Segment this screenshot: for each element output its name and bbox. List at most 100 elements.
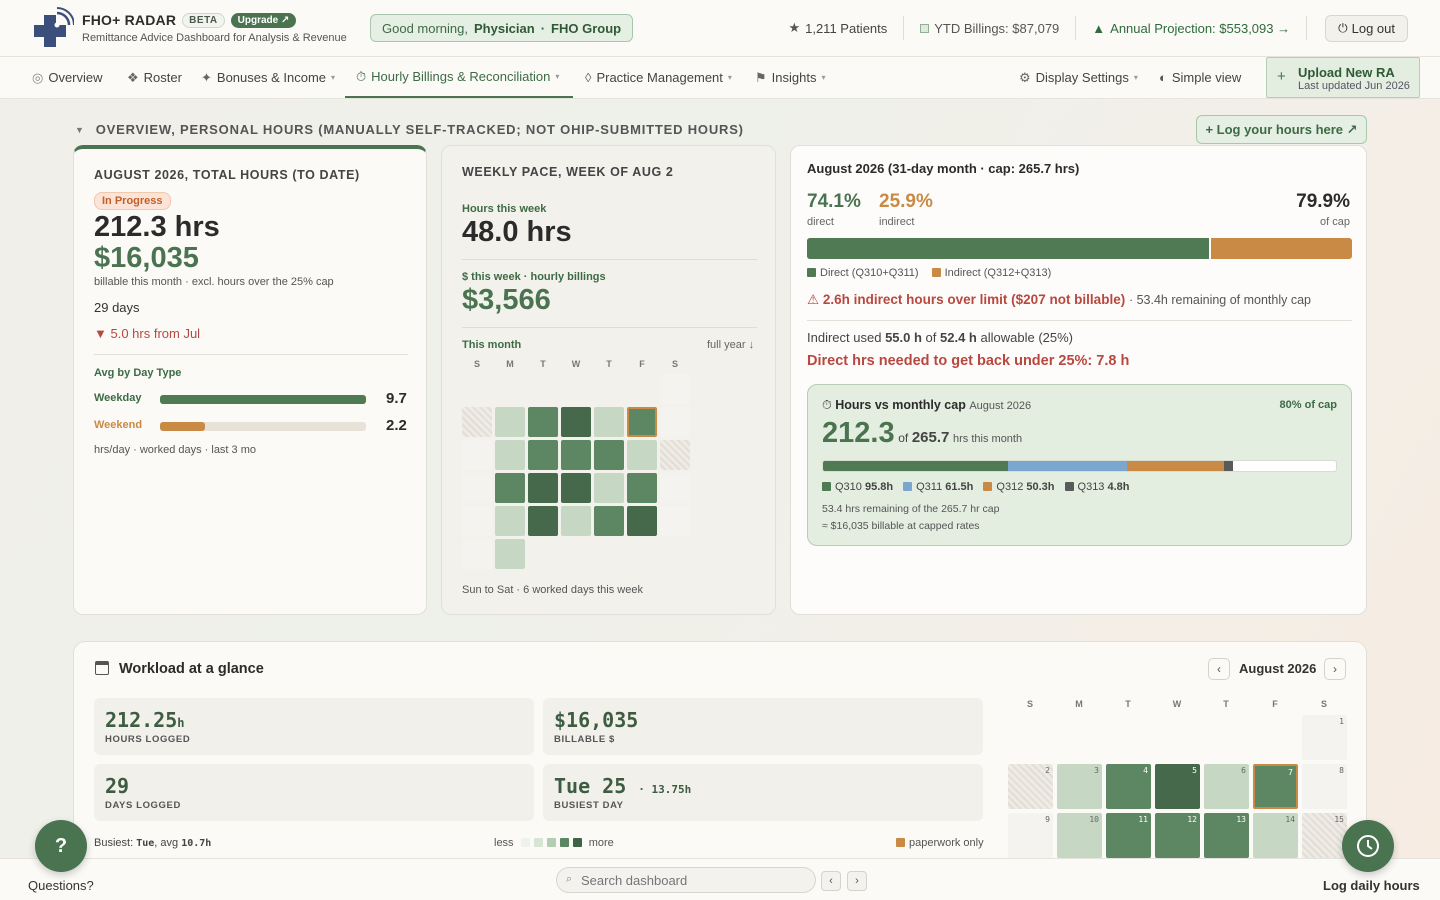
simple-view-toggle[interactable]: ◐ Simple view bbox=[1159, 57, 1241, 98]
heatmap-cell[interactable] bbox=[561, 473, 591, 503]
upload-subtitle: Last updated Jun 2026 bbox=[1298, 80, 1410, 92]
heatmap-cell[interactable] bbox=[627, 440, 657, 470]
greeting-sep: · bbox=[540, 20, 546, 36]
calendar-day-cell[interactable]: 7 bbox=[1253, 764, 1298, 809]
avg-title: Avg by Day Type bbox=[94, 367, 182, 379]
log-daily-label[interactable]: Log daily hours bbox=[1323, 878, 1420, 893]
calendar-day-cell[interactable]: 10 bbox=[1057, 813, 1102, 858]
heatmap-cell[interactable] bbox=[594, 440, 624, 470]
hours-week-label: Hours this week bbox=[462, 203, 547, 215]
calendar-day-cell[interactable]: 4 bbox=[1106, 764, 1151, 809]
heatmap-cell[interactable] bbox=[495, 506, 525, 536]
calendar-day-cell[interactable]: 15 bbox=[1302, 813, 1347, 858]
clock-icon: ⏱ bbox=[822, 398, 832, 412]
calendar-day-cell[interactable]: 13 bbox=[1204, 813, 1249, 858]
search-input[interactable] bbox=[581, 871, 806, 889]
calendar-day-cell[interactable]: 3 bbox=[1057, 764, 1102, 809]
heatmap-cell[interactable] bbox=[660, 473, 690, 503]
heatmap-cell[interactable] bbox=[561, 407, 591, 437]
logout-button[interactable]: ⏻ Log out bbox=[1325, 14, 1408, 42]
next-month-button[interactable]: › bbox=[1324, 658, 1346, 680]
calendar-day-cell[interactable]: 14 bbox=[1253, 813, 1298, 858]
calendar-day-number: 13 bbox=[1236, 815, 1246, 824]
allowable-tail: allowable (25%) bbox=[980, 330, 1074, 345]
calendar-day-cell[interactable]: 11 bbox=[1106, 813, 1151, 858]
tab-bonuses[interactable]: ✦ Bonuses & Income ▾ bbox=[201, 57, 335, 98]
heatmap-cell[interactable] bbox=[528, 440, 558, 470]
heatmap-cell[interactable] bbox=[528, 473, 558, 503]
prev-month-button[interactable]: ‹ bbox=[1208, 658, 1230, 680]
upload-ra-button[interactable]: + Upload New RA Last updated Jun 2026 bbox=[1266, 57, 1420, 98]
heatmap-cell[interactable] bbox=[561, 440, 591, 470]
calendar-day-number: 3 bbox=[1094, 766, 1099, 775]
calendar-day-cell[interactable]: 8 bbox=[1302, 764, 1347, 809]
display-settings-button[interactable]: ⚙ Display Settings ▾ bbox=[1019, 57, 1138, 98]
heatmap-cell[interactable] bbox=[594, 473, 624, 503]
calendar-day-cell[interactable]: 1 bbox=[1302, 715, 1347, 760]
heatmap-cell[interactable] bbox=[561, 506, 591, 536]
weekend-value: 2.2 bbox=[386, 417, 407, 434]
warning-text: 2.6h indirect hours over limit ($207 not… bbox=[822, 292, 1126, 307]
busiest-note: Busiest: Tue, avg 10.7h bbox=[94, 837, 211, 849]
heatmap-cell[interactable] bbox=[528, 506, 558, 536]
calendar-icon bbox=[95, 661, 109, 675]
tab-practice[interactable]: ◊ Practice Management ▾ bbox=[585, 57, 732, 98]
projection-stat[interactable]: ▲ Annual Projection: $553,093 → bbox=[1076, 16, 1306, 40]
log-daily-hours-button[interactable] bbox=[1342, 820, 1394, 872]
upgrade-button[interactable]: Upgrade ↗ bbox=[230, 12, 297, 28]
tab-roster[interactable]: ❖ Roster bbox=[127, 57, 182, 98]
search-box[interactable]: ⌕ bbox=[556, 867, 816, 893]
calendar-day-cell[interactable]: 6 bbox=[1204, 764, 1249, 809]
billable-note: billable this month · excl. hours over t… bbox=[94, 276, 334, 288]
heatmap-cell[interactable] bbox=[495, 539, 525, 569]
heatmap-cell[interactable] bbox=[660, 374, 690, 404]
heatmap-cell[interactable] bbox=[462, 473, 492, 503]
panel-hours: 212.3 of 265.7 hrs this month bbox=[822, 417, 1022, 450]
search-prev-button[interactable]: ‹ bbox=[821, 871, 841, 891]
clock-icon bbox=[1357, 835, 1379, 857]
heatmap-cell[interactable] bbox=[462, 440, 492, 470]
heatmap-cell[interactable] bbox=[660, 407, 690, 437]
segment-swatch bbox=[822, 482, 831, 491]
heatmap-cell[interactable] bbox=[495, 473, 525, 503]
heatmap-cell[interactable] bbox=[660, 506, 690, 536]
divider bbox=[462, 327, 757, 328]
app-name: FHO+ RADAR bbox=[82, 12, 177, 28]
month-total-card: AUGUST 2026, TOTAL HOURS (TO DATE) In Pr… bbox=[73, 145, 427, 615]
calendar-day-cell[interactable]: 2 bbox=[1008, 764, 1053, 809]
app-logo-icon[interactable] bbox=[30, 7, 74, 51]
search-next-button[interactable]: › bbox=[847, 871, 867, 891]
brand: FHO+ RADAR BETA Upgrade ↗ bbox=[82, 12, 297, 28]
tab-hourly[interactable]: ⏱ Hourly Billings & Reconciliation ▾ bbox=[345, 57, 573, 98]
calendar-day-cell[interactable]: 5 bbox=[1155, 764, 1200, 809]
calendar-day-cell[interactable]: 12 bbox=[1155, 813, 1200, 858]
heatmap-cell[interactable] bbox=[660, 440, 690, 470]
ytd-stat[interactable]: YTD Billings: $87,079 bbox=[904, 16, 1077, 40]
patients-stat[interactable]: ★ 1,211 Patients bbox=[772, 16, 905, 40]
intensity-legend: less more bbox=[494, 837, 614, 849]
heatmap-cell[interactable] bbox=[462, 407, 492, 437]
calendar-day-cell[interactable]: 9 bbox=[1008, 813, 1053, 858]
questions-label[interactable]: Questions? bbox=[28, 878, 94, 893]
heatmap-cell[interactable] bbox=[627, 407, 657, 437]
section-header[interactable]: ▼ OVERVIEW, PERSONAL HOURS (MANUALLY SEL… bbox=[75, 122, 744, 137]
heatmap-cell[interactable] bbox=[528, 407, 558, 437]
tab-insights[interactable]: ⚑ Insights ▾ bbox=[755, 57, 825, 98]
heatmap-cell[interactable] bbox=[462, 506, 492, 536]
legend-level-4 bbox=[572, 838, 582, 847]
cap-pct: 79.9% bbox=[1296, 191, 1350, 212]
heatmap-cell[interactable] bbox=[495, 407, 525, 437]
help-button[interactable]: ? bbox=[35, 820, 87, 872]
full-year-link[interactable]: full year ↓ bbox=[707, 339, 755, 351]
calendar-day-header: S bbox=[1026, 699, 1033, 709]
heatmap-cell[interactable] bbox=[627, 473, 657, 503]
heatmap-cell[interactable] bbox=[594, 407, 624, 437]
log-hours-button[interactable]: + Log your hours here ↗ bbox=[1196, 115, 1367, 144]
heatmap-cell[interactable] bbox=[627, 506, 657, 536]
tab-overview[interactable]: ◎ Overview bbox=[32, 57, 103, 98]
heatmap-cell[interactable] bbox=[594, 506, 624, 536]
dollars-week-label: $ this week · hourly billings bbox=[462, 271, 606, 283]
heatmap-cell[interactable] bbox=[495, 440, 525, 470]
warning-tail: · 53.4h remaining of monthly cap bbox=[1128, 293, 1312, 307]
heatmap-cell[interactable] bbox=[462, 539, 492, 569]
